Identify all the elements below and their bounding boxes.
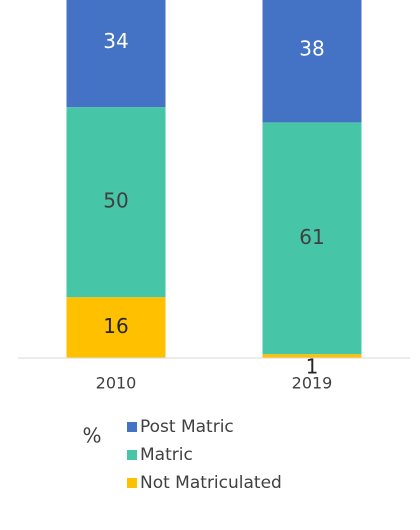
data-label: 50 — [103, 189, 128, 213]
bar-segment — [66, 107, 166, 298]
bar-segment — [262, 0, 362, 123]
bar-segment — [66, 297, 166, 358]
y-axis-label: % — [82, 424, 101, 448]
bar-segment — [262, 354, 362, 358]
x-tick-label: 2019 — [292, 374, 333, 393]
x-tick-label: 2010 — [96, 374, 137, 393]
data-label: 1 — [306, 355, 319, 379]
legend-swatch — [127, 422, 137, 432]
legend-label: Matric — [140, 445, 193, 465]
legend-label: Post Matric — [140, 417, 234, 437]
legend-swatch — [127, 478, 137, 488]
data-label: 34 — [103, 29, 128, 53]
bar-segment — [66, 0, 166, 108]
legend-label: Not Matriculated — [140, 473, 282, 493]
legend-swatch — [127, 450, 137, 460]
data-label: 16 — [103, 314, 128, 338]
data-label: 61 — [299, 225, 324, 249]
data-label: 38 — [299, 37, 324, 61]
bar-segment — [262, 122, 362, 355]
